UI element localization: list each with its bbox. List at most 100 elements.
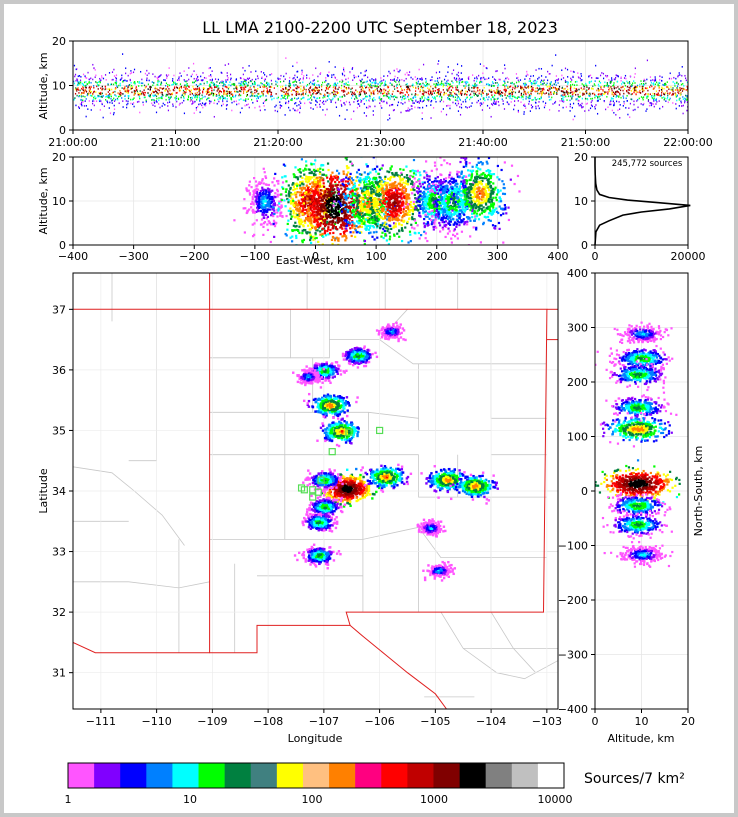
altitude-eastwest-source bbox=[319, 230, 322, 233]
altitude-time-source bbox=[199, 103, 201, 105]
altitude-time-source bbox=[326, 91, 328, 94]
altitude-time-source bbox=[466, 93, 468, 96]
altitude-eastwest-source bbox=[306, 219, 310, 222]
altitude-time-source bbox=[602, 89, 604, 91]
altitude-eastwest-source bbox=[298, 212, 301, 216]
altitude-time-source bbox=[174, 97, 176, 99]
altitude-time-source bbox=[243, 80, 245, 83]
altitude-eastwest-source bbox=[304, 180, 307, 183]
altitude-time-source bbox=[378, 81, 381, 84]
altitude-time-source bbox=[443, 91, 445, 94]
altitude-time-source bbox=[518, 80, 520, 83]
altitude-time-source bbox=[595, 104, 597, 106]
altitude-eastwest-source bbox=[326, 229, 329, 233]
altitude-eastwest-source bbox=[268, 198, 272, 201]
altitude-time-source bbox=[85, 89, 87, 92]
altitude-time-source bbox=[599, 81, 602, 84]
altitude-eastwest-source bbox=[262, 182, 265, 185]
altitude-time-source bbox=[187, 98, 189, 101]
altitude-time-source bbox=[220, 81, 222, 83]
altitude-time-source bbox=[393, 78, 395, 80]
altitude-time-source bbox=[611, 89, 613, 92]
altitude-time-source bbox=[283, 97, 285, 99]
altitude-time-source bbox=[402, 92, 404, 94]
altitude-time-source bbox=[626, 94, 628, 97]
altitude-time-source bbox=[509, 95, 511, 98]
altitude-eastwest-source bbox=[350, 200, 353, 204]
altitude-time-source bbox=[319, 99, 321, 102]
altitude-eastwest-source bbox=[315, 192, 318, 195]
altitude-time-source bbox=[564, 67, 567, 70]
altitude-eastwest-source bbox=[304, 221, 307, 224]
altitude-time-source bbox=[550, 98, 552, 101]
altitude-time-source bbox=[230, 90, 232, 93]
altitude-time-source bbox=[219, 97, 221, 100]
altitude-time-source bbox=[603, 93, 606, 95]
altitude-time-source bbox=[535, 98, 537, 101]
altitude-time-source bbox=[118, 93, 121, 95]
altitude-time-source bbox=[129, 84, 131, 86]
altitude-time-source bbox=[549, 85, 551, 88]
altitude-time-source bbox=[652, 92, 654, 95]
altitude-time-source bbox=[132, 103, 134, 106]
altitude-time-source bbox=[598, 80, 601, 83]
altitude-time-source bbox=[276, 110, 279, 113]
altitude-time-xtick-label: 21:50:00 bbox=[561, 136, 610, 149]
altitude-eastwest-source bbox=[294, 221, 297, 224]
altitude-eastwest-source bbox=[262, 210, 266, 213]
altitude-time-source bbox=[179, 72, 181, 75]
altitude-time-source bbox=[422, 100, 425, 102]
altitude-time-source bbox=[324, 114, 326, 116]
altitude-time-source bbox=[279, 80, 282, 83]
altitude-time-source bbox=[346, 88, 348, 91]
altitude-time-source bbox=[641, 88, 643, 91]
altitude-time-source bbox=[584, 97, 587, 100]
altitude-time-source bbox=[316, 106, 318, 109]
altitude-time-source bbox=[230, 93, 232, 96]
altitude-time-source bbox=[368, 87, 370, 89]
altitude-eastwest-source bbox=[329, 198, 332, 201]
altitude-eastwest-source bbox=[333, 191, 336, 194]
altitude-eastwest-source bbox=[343, 190, 346, 193]
altitude-time-source bbox=[142, 92, 145, 95]
altitude-eastwest-source bbox=[248, 193, 252, 196]
altitude-time-source bbox=[654, 79, 657, 82]
altitude-time-source bbox=[398, 70, 400, 73]
altitude-time-source bbox=[175, 83, 177, 86]
altitude-time-source bbox=[611, 109, 613, 112]
altitude-eastwest-source bbox=[328, 193, 332, 196]
altitude-time-source bbox=[388, 92, 390, 95]
altitude-time-source bbox=[369, 97, 371, 100]
altitude-eastwest-source bbox=[321, 205, 324, 209]
altitude-eastwest-source bbox=[259, 189, 262, 193]
altitude-time-source bbox=[571, 98, 573, 100]
altitude-time-source bbox=[351, 66, 354, 69]
altitude-time-source bbox=[242, 84, 244, 87]
altitude-eastwest-source bbox=[366, 216, 369, 220]
altitude-eastwest-source bbox=[304, 200, 307, 203]
altitude-eastwest-source bbox=[280, 193, 283, 196]
altitude-time-source bbox=[565, 91, 567, 94]
altitude-eastwest-source bbox=[336, 178, 339, 181]
altitude-time-source bbox=[101, 85, 103, 88]
altitude-eastwest-source bbox=[318, 203, 322, 207]
altitude-time-source bbox=[369, 89, 371, 92]
altitude-time-source bbox=[635, 87, 637, 90]
altitude-time-source bbox=[317, 80, 319, 83]
altitude-time-source bbox=[383, 84, 385, 87]
altitude-eastwest-source bbox=[347, 166, 350, 169]
altitude-eastwest-source bbox=[307, 195, 310, 198]
altitude-time-source bbox=[530, 75, 532, 78]
altitude-eastwest-source bbox=[355, 175, 358, 179]
altitude-time-source bbox=[345, 82, 347, 85]
altitude-time-source bbox=[622, 105, 624, 107]
altitude-eastwest-source bbox=[330, 201, 334, 204]
altitude-time-source bbox=[196, 79, 198, 82]
altitude-time-source bbox=[473, 79, 475, 82]
altitude-time-source bbox=[225, 79, 227, 81]
altitude-time-source bbox=[301, 93, 303, 96]
altitude-time-source bbox=[522, 87, 524, 89]
altitude-eastwest-source bbox=[251, 198, 254, 201]
altitude-time-source bbox=[483, 97, 485, 100]
altitude-time-source bbox=[413, 102, 415, 104]
